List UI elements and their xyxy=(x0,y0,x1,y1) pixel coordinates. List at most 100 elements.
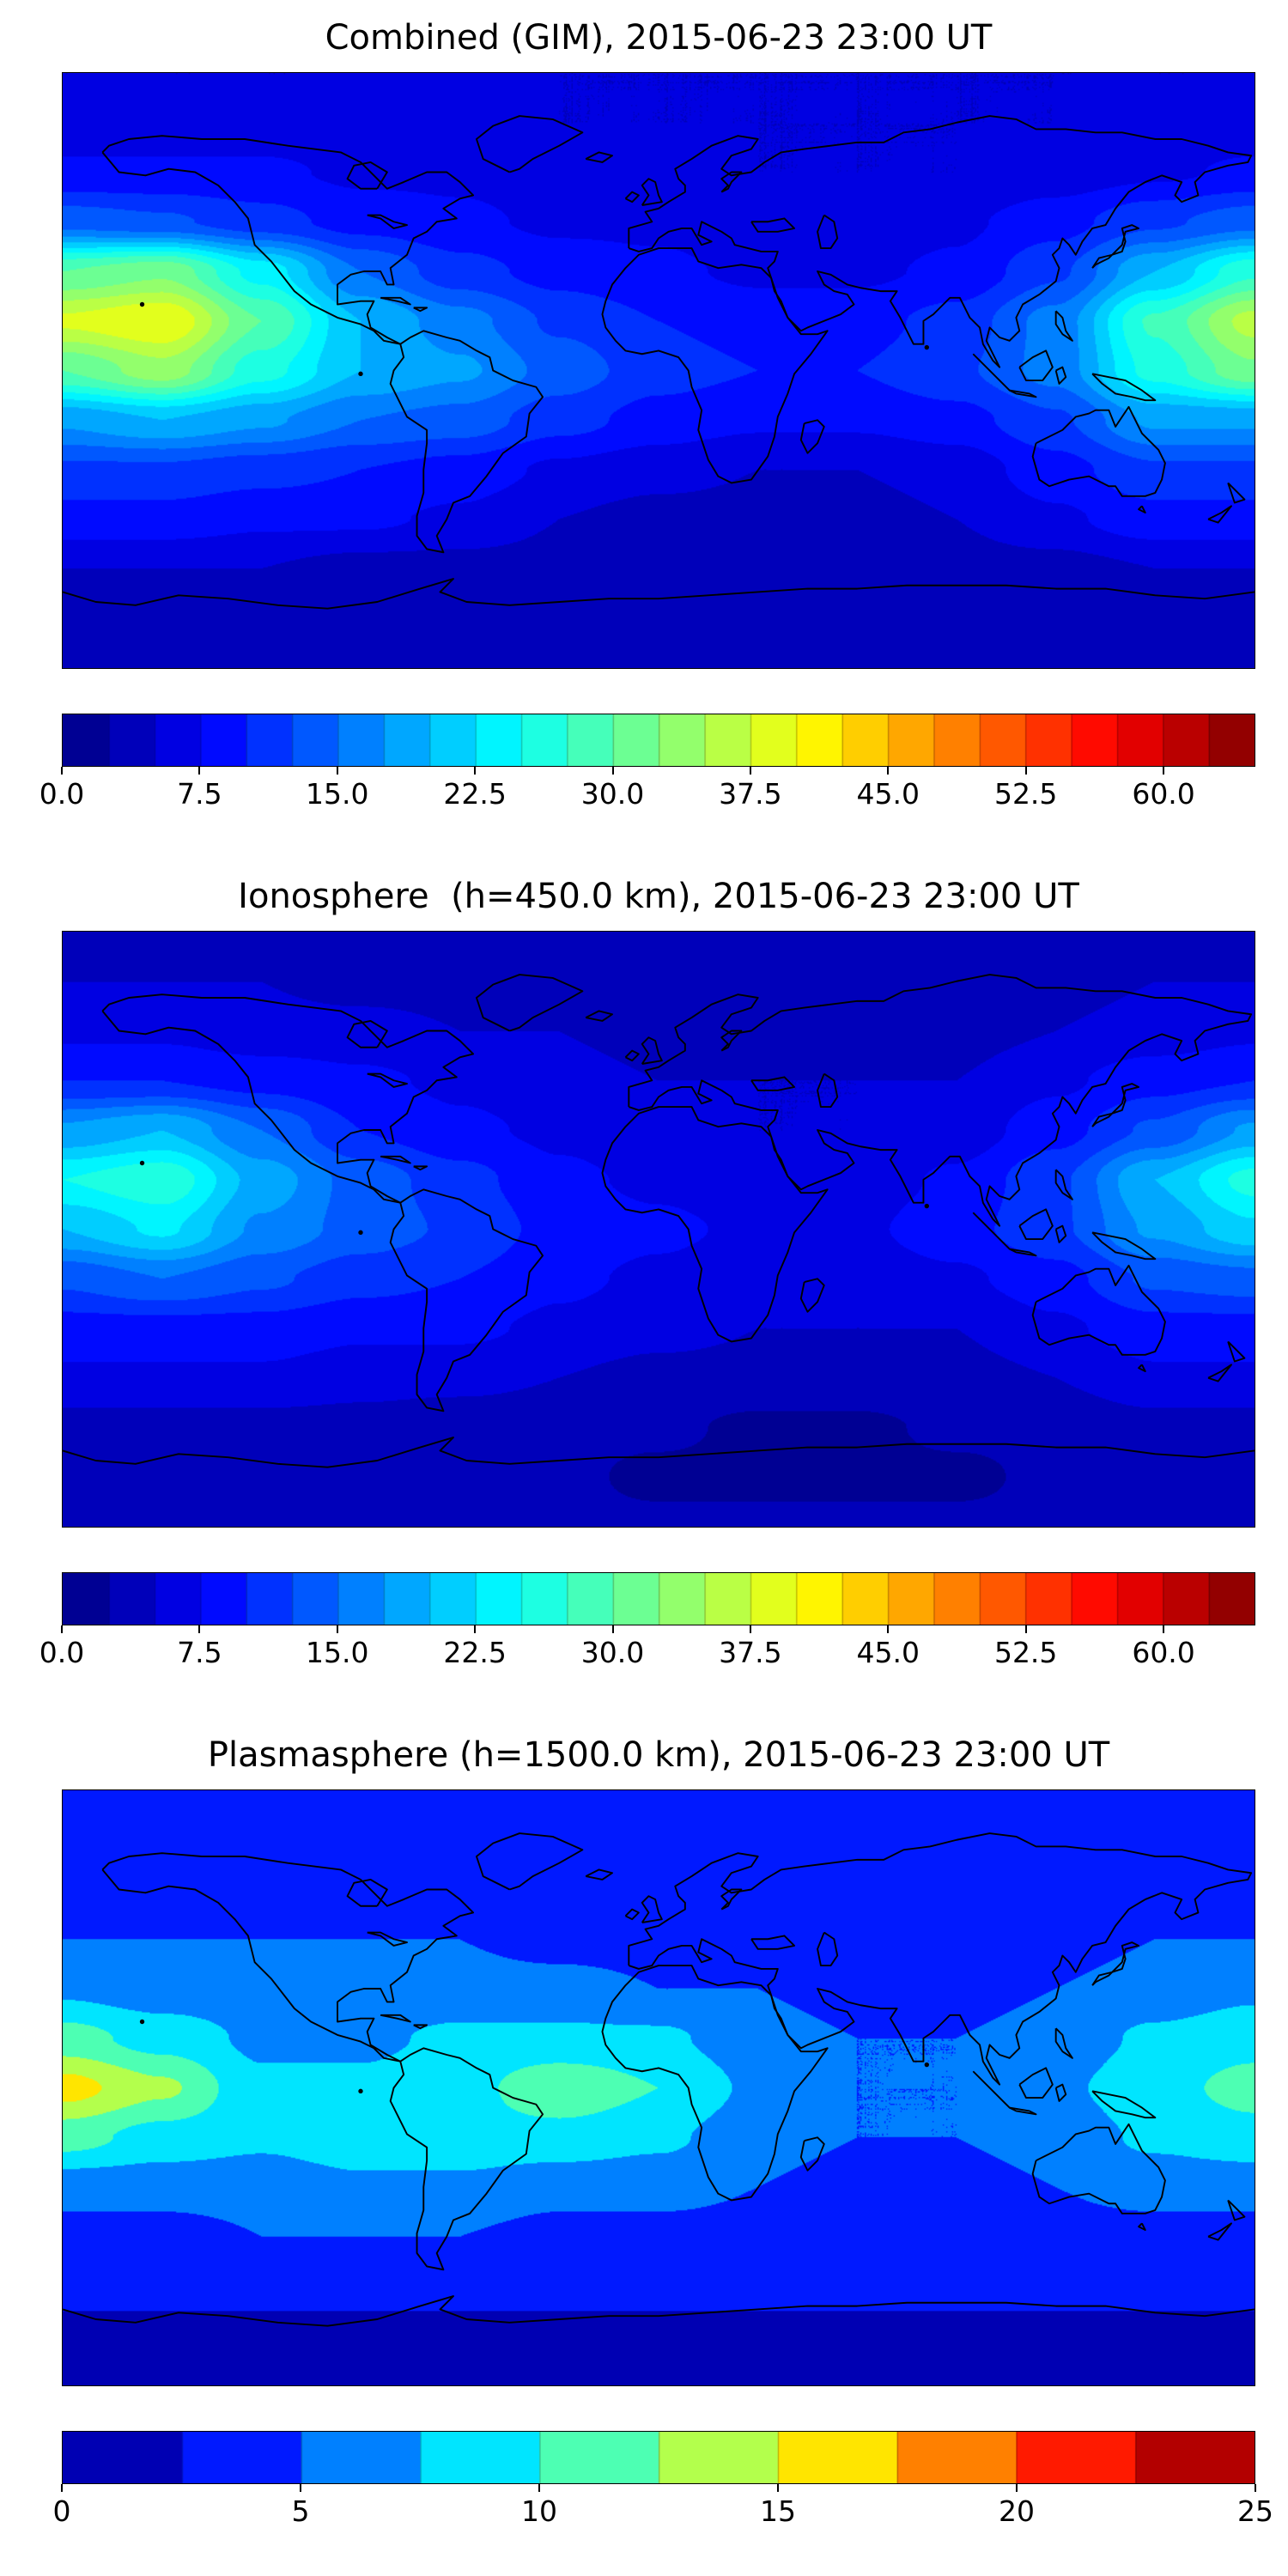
coastline-path xyxy=(641,1895,663,1923)
colorbar-combined xyxy=(62,714,1255,767)
colorbar-tick xyxy=(198,767,201,775)
coastline-path xyxy=(1054,1169,1073,1200)
colorbar-ticklabels: 0.0 7.5 15.0 22.5 30.0 37.5 45.0 52.5 60.0 xyxy=(39,775,1255,811)
coastline-path xyxy=(1091,2090,1157,2119)
colorbar-tick-label: 37.5 xyxy=(719,777,782,811)
coastline-path xyxy=(1054,310,1073,342)
panel-title-plasmasphere: Plasmasphere (h=1500.0 km), 2015-06-23 2… xyxy=(207,1735,1110,1775)
colorbar-ticklabels: 0 5 10 15 20 25 xyxy=(53,2493,1274,2529)
coastline-path xyxy=(641,1036,663,1065)
coastline-path xyxy=(1138,1364,1146,1373)
colorbar-ionosphere xyxy=(62,1572,1255,1625)
colorbar-tick-label: 30.0 xyxy=(580,1636,645,1669)
colorbar-tick-label: 20 xyxy=(999,2494,1035,2528)
colorbar-tickmarks xyxy=(61,1625,1255,1634)
colorbar-tick xyxy=(474,767,477,775)
coastline-path xyxy=(799,419,825,454)
coastline-path xyxy=(475,974,584,1032)
coastline-path xyxy=(624,191,640,204)
colorbar-tick-label: 60.0 xyxy=(1132,1636,1195,1669)
coastline-path xyxy=(380,2014,411,2023)
coastline-path xyxy=(628,974,1253,1227)
coastline-path xyxy=(817,1931,839,1967)
panel-combined: Combined (GIM), 2015-06-23 23:00 UT 0.0 7… xyxy=(0,0,1288,859)
island-dot xyxy=(358,371,363,377)
colorbar-tick xyxy=(336,767,338,775)
coastline-path xyxy=(389,330,544,554)
colorbar-tick-label: 5 xyxy=(291,2494,310,2528)
colorbar-ticklabels: 0.0 7.5 15.0 22.5 30.0 37.5 45.0 52.5 60.0 xyxy=(39,1634,1255,1670)
island-dot xyxy=(139,301,145,307)
coastline-path xyxy=(750,1935,796,1950)
coastline-path xyxy=(63,2295,1255,2327)
colorbar-tick xyxy=(336,1625,338,1633)
coastline-path xyxy=(1138,505,1146,514)
coastline-path xyxy=(101,993,475,1204)
coastline-path xyxy=(475,1832,584,1891)
colorbar-tick-label: 52.5 xyxy=(993,1636,1058,1669)
colorbar-tick-label: 0.0 xyxy=(39,1636,85,1669)
colorbar-tick xyxy=(1024,1625,1027,1633)
colorbar-tick-label: 15.0 xyxy=(306,777,369,811)
coastlines-overlay xyxy=(63,974,1255,1468)
island-dot xyxy=(139,2019,145,2025)
coastline-path xyxy=(720,1888,743,1911)
coastline-path xyxy=(1227,2199,1246,2221)
colorbar-tick xyxy=(749,767,751,775)
coastline-path xyxy=(389,1188,544,1413)
colorbar-tick-label: 22.5 xyxy=(443,1636,507,1669)
coastline-path xyxy=(1054,366,1067,385)
island-dot xyxy=(139,1160,145,1166)
colorbar-tick xyxy=(1016,2484,1018,2492)
colorbar-tick-label: 45.0 xyxy=(856,777,920,811)
coastline-path xyxy=(413,1165,428,1171)
colorbar-tick xyxy=(611,767,614,775)
coastline-path xyxy=(1091,1941,1140,1986)
coastline-path xyxy=(380,296,411,306)
coastline-path xyxy=(1031,2123,1166,2215)
colorbar-tick xyxy=(61,767,63,775)
colorbar-tick xyxy=(61,1625,63,1633)
coastline-path xyxy=(799,2136,825,2172)
colorbar-tick xyxy=(1163,1625,1165,1633)
coastline-path xyxy=(817,1072,839,1109)
colorbar-tickmarks xyxy=(61,767,1255,775)
coastlines-overlay xyxy=(63,115,1255,610)
colorbar-canvas xyxy=(63,2432,1255,2483)
coastline-path xyxy=(1227,482,1246,504)
colorbar-tick xyxy=(611,1625,614,1633)
colorbar-tick xyxy=(749,1625,751,1633)
coastline-path xyxy=(585,1010,613,1022)
coastline-path xyxy=(1031,405,1166,497)
colorbar-tick-label: 0 xyxy=(52,2494,71,2528)
colorbar-tick-label: 10 xyxy=(521,2494,557,2528)
colorbar-tick-label: 7.5 xyxy=(177,1636,222,1669)
colorbar-tickmarks xyxy=(61,2484,1256,2493)
colorbar-plasmasphere xyxy=(62,2431,1255,2484)
coastline-path xyxy=(63,578,1255,610)
map-ionosphere xyxy=(62,931,1255,1528)
coastline-path xyxy=(413,307,428,313)
coastline-path xyxy=(720,1030,743,1052)
coastline-path xyxy=(1054,2083,1067,2102)
colorbar-tick xyxy=(887,767,890,775)
colorbar-canvas xyxy=(63,1573,1255,1625)
coastline-path xyxy=(585,1868,613,1880)
colorbar-tick xyxy=(61,2484,63,2492)
coastline-path xyxy=(750,1076,796,1091)
coastline-path xyxy=(641,178,663,206)
coastline-path xyxy=(799,1278,825,1313)
island-dot xyxy=(924,1203,929,1209)
coastline-path xyxy=(628,115,1253,368)
colorbar-tick-label: 15 xyxy=(760,2494,796,2528)
island-dot xyxy=(924,344,929,350)
coastline-path xyxy=(750,217,796,233)
coastline-path xyxy=(601,1965,829,2202)
coastline-path xyxy=(1207,2222,1232,2241)
panel-title-combined: Combined (GIM), 2015-06-23 23:00 UT xyxy=(325,18,993,58)
coastline-path xyxy=(367,1072,408,1088)
coastline-path xyxy=(601,247,829,484)
coastline-path xyxy=(1091,224,1140,269)
colorbar-tick-label: 25 xyxy=(1237,2494,1273,2528)
colorbar-tick xyxy=(1163,767,1165,775)
